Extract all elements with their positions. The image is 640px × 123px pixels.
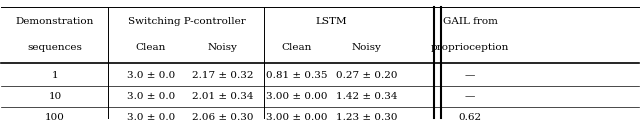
Text: —: — [465,71,476,80]
Text: 3.0 ± 0.0: 3.0 ± 0.0 [127,113,175,122]
Text: 2.17 ± 0.32: 2.17 ± 0.32 [192,71,253,80]
Text: LSTM: LSTM [316,17,348,26]
Text: 0.81 ± 0.35: 0.81 ± 0.35 [266,71,327,80]
Text: Clean: Clean [281,43,312,52]
Text: GAIL from: GAIL from [443,17,497,26]
Text: 1: 1 [52,71,58,80]
Text: 3.00 ± 0.00: 3.00 ± 0.00 [266,92,327,101]
Text: 3.0 ± 0.0: 3.0 ± 0.0 [127,92,175,101]
Text: Demonstration: Demonstration [16,17,94,26]
Text: 3.00 ± 0.00: 3.00 ± 0.00 [266,113,327,122]
Text: 3.0 ± 0.0: 3.0 ± 0.0 [127,71,175,80]
Text: 2.01 ± 0.34: 2.01 ± 0.34 [192,92,253,101]
Text: Noisy: Noisy [352,43,381,52]
Text: 2.06 ± 0.30: 2.06 ± 0.30 [192,113,253,122]
Text: 0.27 ± 0.20: 0.27 ± 0.20 [336,71,397,80]
Text: 10: 10 [49,92,61,101]
Text: 1.23 ± 0.30: 1.23 ± 0.30 [336,113,397,122]
Text: 1.42 ± 0.34: 1.42 ± 0.34 [336,92,397,101]
Text: sequences: sequences [28,43,83,52]
Text: 0.62: 0.62 [458,113,482,122]
Text: proprioception: proprioception [431,43,509,52]
Text: Clean: Clean [136,43,166,52]
Text: —: — [465,92,476,101]
Text: Noisy: Noisy [208,43,238,52]
Text: Switching P-controller: Switching P-controller [127,17,245,26]
Text: 100: 100 [45,113,65,122]
